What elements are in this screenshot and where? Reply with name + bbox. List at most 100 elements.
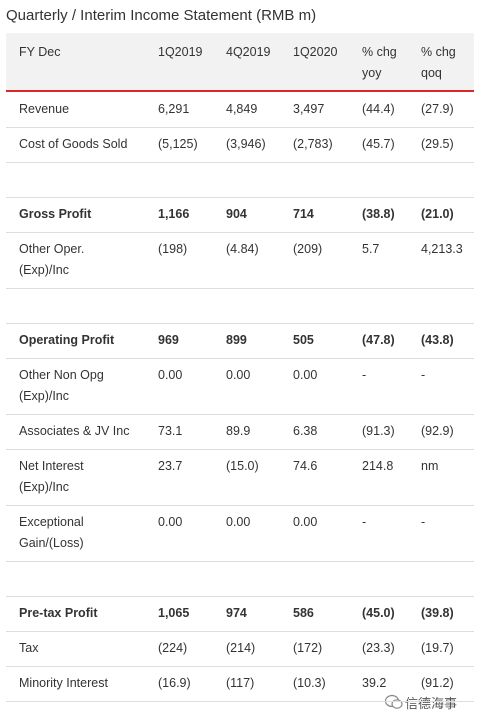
cell: 505	[293, 333, 314, 347]
cell: 0.00	[293, 368, 318, 382]
row-separator	[6, 197, 474, 198]
cell: 974	[226, 606, 247, 620]
row-separator	[6, 505, 474, 506]
row-label: Other Non Opg	[19, 368, 104, 382]
cell: (92.9)	[421, 424, 454, 438]
row-separator	[6, 701, 474, 702]
cell: (117)	[226, 676, 255, 690]
cell: (38.8)	[362, 207, 395, 221]
cell: (209)	[293, 242, 323, 256]
header-cell: 4Q2019	[226, 45, 271, 59]
cell: (23.3)	[362, 641, 395, 655]
row-separator	[6, 358, 474, 359]
row-label: Net Interest	[19, 459, 84, 473]
cell: 904	[226, 207, 247, 221]
row-label: (Exp)/Inc	[19, 389, 70, 403]
cell: 0.00	[293, 515, 318, 529]
row-separator	[6, 561, 474, 562]
row-separator	[6, 288, 474, 289]
cell: 23.7	[158, 459, 183, 473]
cell: (21.0)	[421, 207, 454, 221]
cell: (29.5)	[421, 137, 454, 151]
row-label: Gross Profit	[19, 207, 92, 221]
row-label: Pre-tax Profit	[19, 606, 98, 620]
row-separator	[6, 666, 474, 667]
row-label: Tax	[19, 641, 39, 655]
cell: (10.3)	[293, 676, 326, 690]
header-cell: FY Dec	[19, 45, 61, 59]
cell: (2,783)	[293, 137, 333, 151]
cell: 73.1	[158, 424, 183, 438]
header-cell: qoq	[421, 66, 442, 80]
header-cell: % chg	[362, 45, 397, 59]
row-separator	[6, 596, 474, 597]
cell: -	[362, 515, 367, 529]
header-cell: % chg	[421, 45, 456, 59]
cell: (27.9)	[421, 102, 454, 116]
cell: -	[362, 368, 367, 382]
cell: (45.7)	[362, 137, 395, 151]
row-separator	[6, 323, 474, 324]
row-separator	[6, 414, 474, 415]
cell: (172)	[293, 641, 323, 655]
row-label: (Exp)/Inc	[19, 263, 70, 277]
row-label: Associates & JV Inc	[19, 424, 130, 438]
cell: (16.9)	[158, 676, 191, 690]
cell: 0.00	[226, 368, 251, 382]
row-separator	[6, 162, 474, 163]
row-label: Exceptional	[19, 515, 84, 529]
cell: (3,946)	[226, 137, 266, 151]
row-label: Revenue	[19, 102, 70, 116]
watermark: 信德海事	[405, 696, 458, 711]
title: Quarterly / Interim Income Statement (RM…	[6, 7, 317, 24]
cell: (5,125)	[158, 137, 198, 151]
cell: 214.8	[362, 459, 394, 473]
cell: 714	[293, 207, 314, 221]
row-separator	[6, 449, 474, 450]
row-label: (Exp)/Inc	[19, 480, 70, 494]
cell: 4,213.3	[421, 242, 463, 256]
cell: 74.6	[293, 459, 318, 473]
cell: (4.84)	[226, 242, 259, 256]
header-band	[6, 33, 474, 92]
cell: (91.2)	[421, 676, 454, 690]
cell: 89.9	[226, 424, 251, 438]
row-separator	[6, 232, 474, 233]
row-label: Operating Profit	[19, 333, 115, 347]
cell: (224)	[158, 641, 188, 655]
row-label: Other Oper.	[19, 242, 85, 256]
cell: (91.3)	[362, 424, 395, 438]
cell: 39.2	[362, 676, 387, 690]
cell: (214)	[226, 641, 256, 655]
cell: 1,065	[158, 606, 190, 620]
cell: 3,497	[293, 102, 325, 116]
row-separator	[6, 127, 474, 128]
cell: 0.00	[158, 368, 183, 382]
cell: (19.7)	[421, 641, 454, 655]
cell: (198)	[158, 242, 188, 256]
cell: (15.0)	[226, 459, 259, 473]
cell: 586	[293, 606, 314, 620]
header-cell: yoy	[362, 66, 382, 80]
cell: 5.7	[362, 242, 380, 256]
cell: 4,849	[226, 102, 258, 116]
row-label: Minority Interest	[19, 676, 108, 690]
cell: (47.8)	[362, 333, 395, 347]
row-separator	[6, 631, 474, 632]
cell: 0.00	[158, 515, 183, 529]
cell: 1,166	[158, 207, 190, 221]
cell: -	[421, 368, 426, 382]
cell: (44.4)	[362, 102, 395, 116]
cell: 969	[158, 333, 179, 347]
cell: 6.38	[293, 424, 318, 438]
header-cell: 1Q2019	[158, 45, 203, 59]
cell: (45.0)	[362, 606, 395, 620]
cell: -	[421, 515, 426, 529]
cell: nm	[421, 459, 439, 473]
header-cell: 1Q2020	[293, 45, 338, 59]
cell: (43.8)	[421, 333, 454, 347]
cell: 899	[226, 333, 247, 347]
row-label: Gain/(Loss)	[19, 536, 84, 550]
cell: (39.8)	[421, 606, 454, 620]
